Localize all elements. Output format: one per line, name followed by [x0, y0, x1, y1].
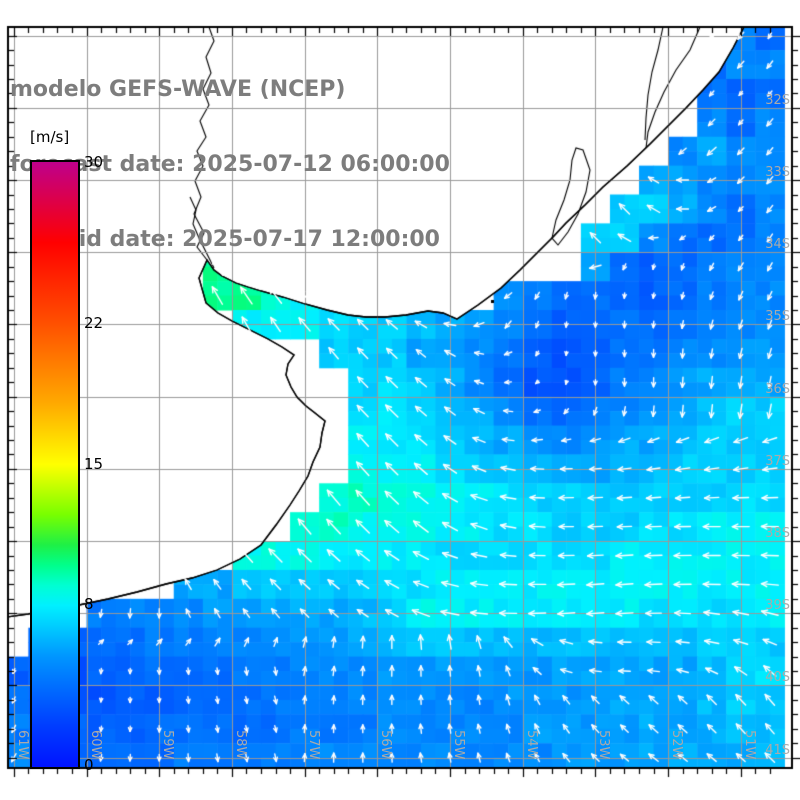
- colorbar-tick-label: 15: [84, 454, 104, 473]
- colorbar-tick-label: 8: [84, 595, 94, 614]
- lon-axis-label: 60W: [87, 730, 103, 760]
- lat-axis-label: 39S: [765, 598, 790, 614]
- lon-axis-label: 56W: [378, 730, 394, 760]
- lat-axis-label: 37S: [765, 453, 790, 469]
- colorbar: [30, 160, 80, 769]
- lat-axis-label: 41S: [765, 742, 790, 758]
- model-title: modelo GEFS-WAVE (NCEP): [10, 77, 346, 102]
- lon-axis-label: 58W: [232, 730, 248, 760]
- colorbar-tick-label: 0: [84, 756, 94, 774]
- lon-axis-label: 51W: [741, 730, 757, 760]
- colorbar-unit-label: [m/s]: [30, 128, 70, 146]
- lon-axis-label: 59W: [160, 730, 176, 760]
- colorbar-tick-label: 30: [84, 153, 104, 171]
- lat-axis-label: 35S: [765, 309, 790, 325]
- lon-axis-label: 57W: [305, 730, 321, 760]
- colorbar-tick-label: 22: [84, 313, 104, 332]
- lat-axis-label: 33S: [765, 165, 790, 181]
- lon-axis-label: 54W: [523, 730, 539, 760]
- lat-axis-label: 32S: [765, 92, 790, 108]
- lat-axis-label: 40S: [765, 670, 790, 686]
- lon-axis-label: 53W: [596, 730, 612, 760]
- lon-axis-label: 52W: [669, 730, 685, 760]
- lat-axis-label: 36S: [765, 381, 790, 397]
- lat-axis-label: 38S: [765, 526, 790, 542]
- lon-axis-label: 55W: [451, 730, 467, 760]
- lon-axis-label: 61W: [14, 730, 30, 760]
- lat-axis-label: 34S: [765, 237, 790, 253]
